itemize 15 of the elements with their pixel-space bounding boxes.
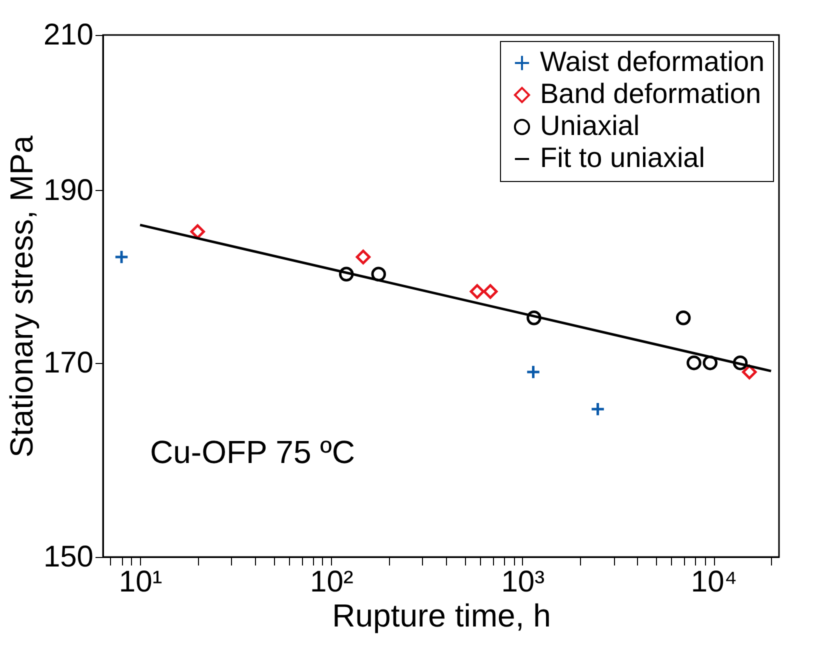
y-axis-title: Stationary stress, MPa bbox=[3, 135, 40, 458]
y-tick-label: 190 bbox=[43, 174, 94, 207]
x-tick-label: 10² bbox=[310, 566, 354, 598]
y-tick-label: 150 bbox=[43, 540, 94, 574]
x-tick-label: 10¹ bbox=[118, 566, 162, 598]
legend-label: Uniaxial bbox=[540, 110, 640, 141]
annotation: Cu-OFP 75 ºC bbox=[150, 434, 355, 470]
legend-label: Fit to uniaxial bbox=[540, 142, 705, 173]
x-tick-label: 10³ bbox=[501, 566, 545, 598]
x-tick-label: 10⁴ bbox=[690, 566, 738, 598]
legend-label: Band deformation bbox=[540, 78, 762, 109]
y-tick-label: 170 bbox=[43, 346, 94, 380]
y-tick-label: 210 bbox=[43, 18, 94, 52]
x-axis-title: Rupture time, h bbox=[332, 598, 551, 634]
legend-label: Waist deformation bbox=[540, 46, 765, 77]
